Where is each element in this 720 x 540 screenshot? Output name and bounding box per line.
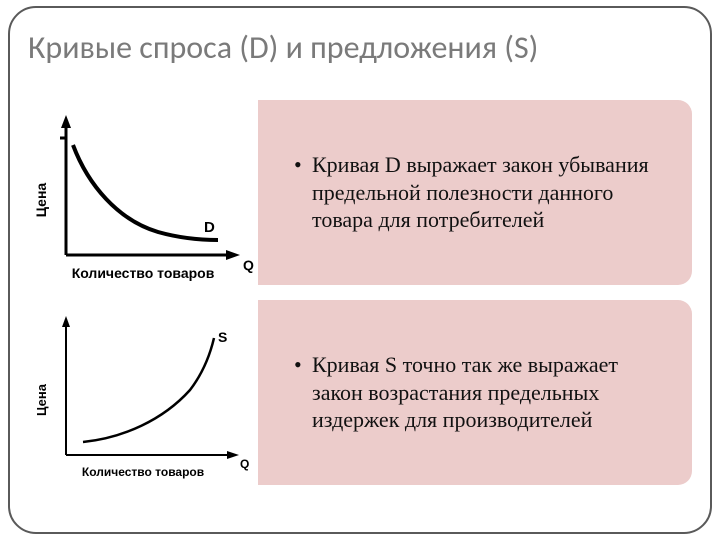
bubble-demand: Кривая D выражает закон убывания предель… (258, 100, 692, 285)
bubble-supply: Кривая S точно так же выражает закон воз… (258, 300, 692, 485)
q-label: Q (243, 257, 254, 273)
page-title: Кривые спроса (D) и предложения (S) (28, 28, 692, 67)
x-axis-label: Количество товаров (72, 265, 215, 281)
chart-supply: Цена Количество товаров S Q (28, 300, 258, 485)
curve-label-d: D (204, 219, 215, 236)
chart-demand: Цена Количество товаров D Q (28, 100, 258, 285)
row-supply: Цена Количество товаров S Q Кривая S точ… (28, 300, 692, 485)
y-axis-label: Цена (34, 383, 49, 416)
q-label: Q (240, 457, 249, 471)
bullet-demand: Кривая D выражает закон убывания предель… (294, 151, 668, 234)
bullet-supply: Кривая S точно так же выражает закон воз… (294, 351, 668, 434)
x-axis-label: Количество товаров (82, 465, 204, 479)
y-axis-label: Цена (33, 183, 49, 218)
curve-label-s: S (218, 329, 227, 345)
row-demand: Цена Количество товаров D Q Кривая D выр… (28, 100, 692, 285)
